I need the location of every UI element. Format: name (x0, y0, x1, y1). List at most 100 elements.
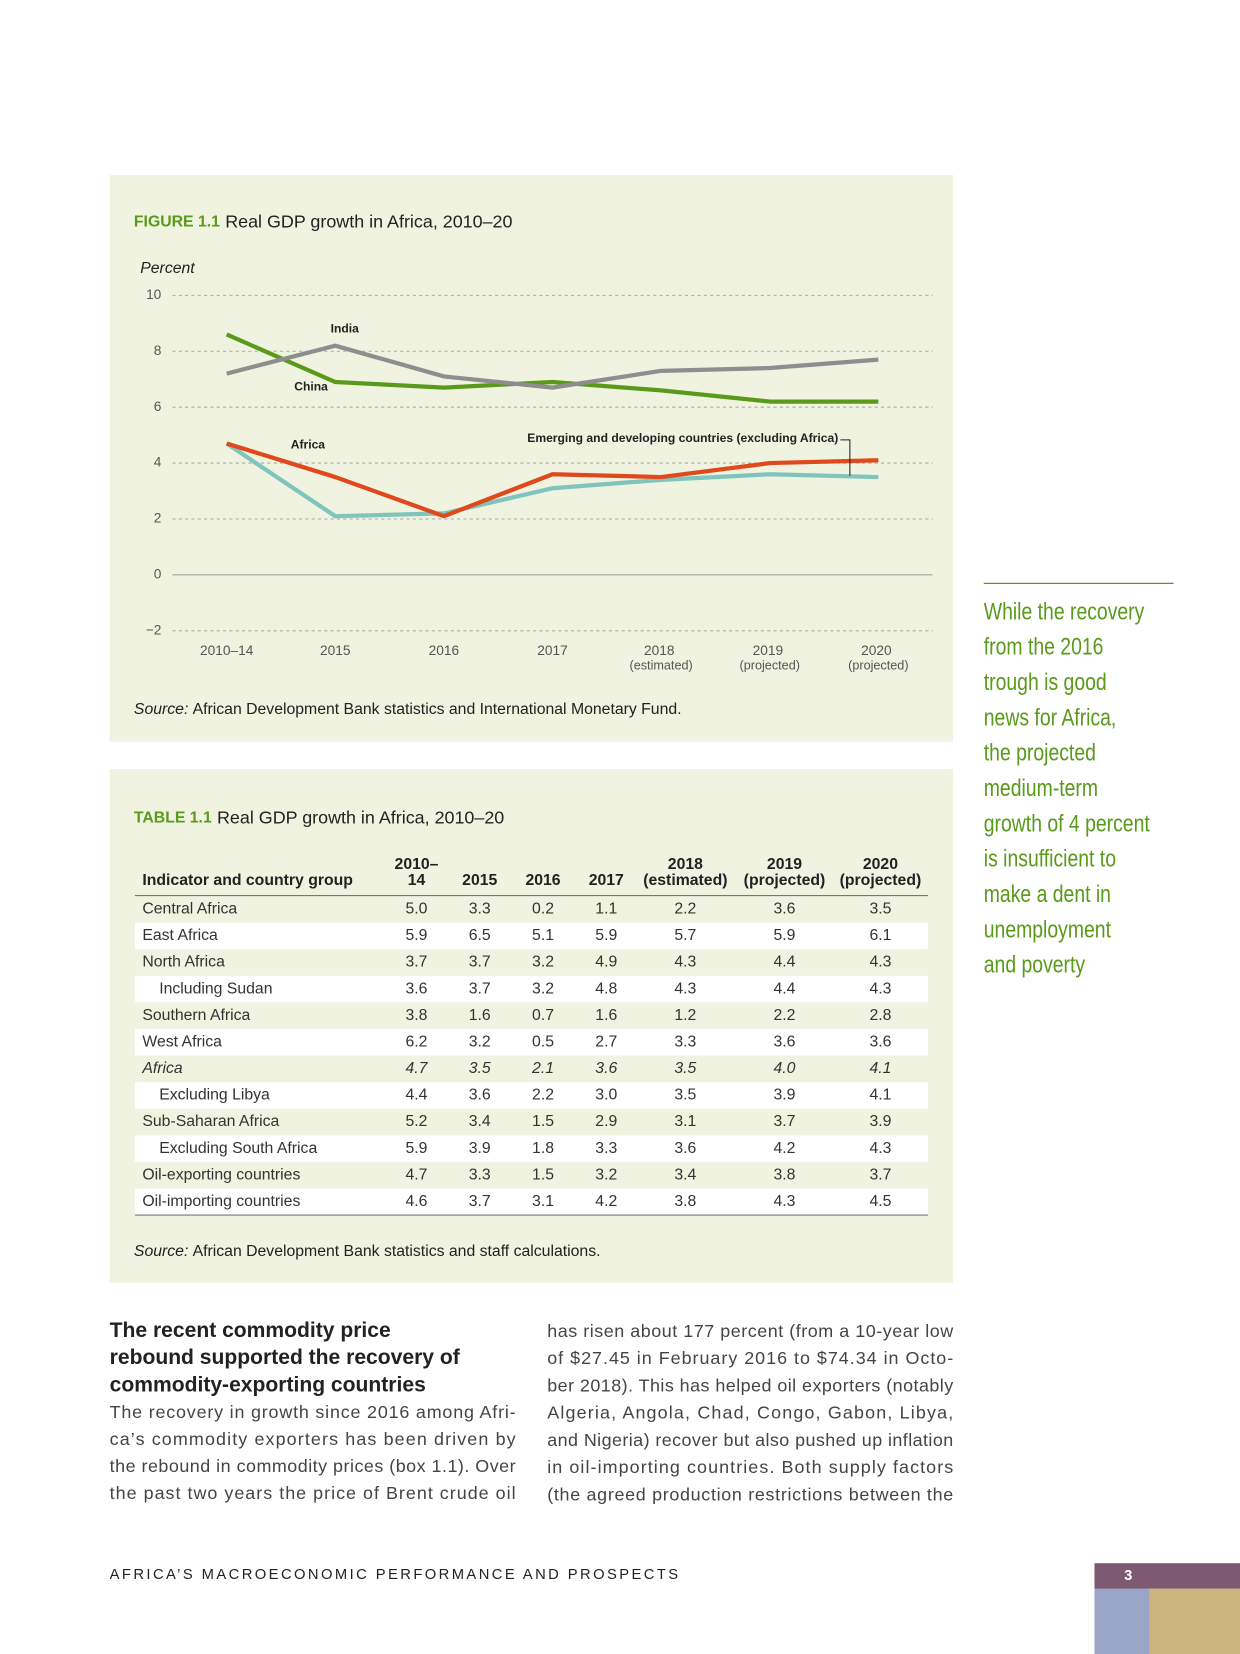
section-heading: rebound supported the recovery of (110, 1346, 461, 1369)
figure-source: Source: African Development Bank statisti… (134, 701, 682, 718)
body-line: of $27.45 in February 2016 to $74.34 in … (547, 1348, 953, 1368)
table-cell: 4.9 (595, 954, 617, 971)
table-cell: 3.5 (674, 1087, 696, 1104)
table-cell: 4.2 (774, 1140, 796, 1157)
table-cell: 3.2 (532, 980, 554, 997)
column-header: (estimated) (643, 872, 727, 889)
table-cell: 2.2 (774, 1007, 796, 1024)
x-tick-label: 2010–14 (200, 642, 254, 657)
table-cell: 1.5 (532, 1113, 554, 1130)
table-cell: 5.9 (595, 927, 617, 944)
series-label: China (294, 379, 328, 393)
row-label: West Africa (142, 1033, 222, 1050)
column-header: 2019 (767, 856, 802, 873)
series-label: Africa (291, 437, 326, 451)
table-cell: 3.1 (532, 1193, 554, 1210)
column-header: 2017 (589, 872, 624, 889)
row-band (134, 975, 928, 1003)
x-tick-line: (projected) (740, 659, 800, 673)
quote-line: While the recovery (984, 597, 1145, 625)
body-line: in oil-importing countries. Both supply … (547, 1457, 953, 1477)
series-label: Emerging and developing countries (exclu… (527, 431, 838, 445)
table-cell: 4.3 (774, 1193, 796, 1210)
table-cell: 3.4 (469, 1113, 491, 1130)
table-cell: 3.0 (595, 1087, 617, 1104)
running-title: AFRICA’S MACROECONOMIC PERFORMANCE AND P… (110, 1567, 681, 1583)
page-tab-strip (1094, 1563, 1240, 1589)
table-cell: 3.8 (406, 1007, 428, 1024)
table-cell: 5.0 (406, 901, 428, 918)
table-cell: 1.2 (674, 1007, 696, 1024)
quote-line: trough is good (984, 668, 1107, 696)
table-cell: 3.9 (469, 1140, 491, 1157)
table-cell: 3.6 (674, 1140, 696, 1157)
table-cell: 3.2 (532, 954, 554, 971)
body-line: Algeria, Angola, Chad, Congo, Gabon, Lib… (547, 1403, 953, 1423)
row-label: Sub-Saharan Africa (142, 1113, 279, 1130)
table-cell: 4.0 (774, 1060, 796, 1077)
y-tick-label: 8 (154, 343, 162, 358)
x-tick-label: 2020 (projected) (848, 642, 908, 673)
table-cell: 3.3 (469, 901, 491, 918)
body-line: has risen about 177 percent (from a 10-y… (547, 1321, 953, 1341)
table-cell: 4.1 (869, 1060, 891, 1077)
table-cell: 2.7 (595, 1033, 617, 1050)
table-cell: 0.5 (532, 1033, 554, 1050)
table-title: Real GDP growth in Africa, 2010–20 (217, 807, 504, 827)
table-cell: 4.5 (869, 1193, 891, 1210)
source-text: African Development Bank statistics and … (193, 701, 682, 718)
body-line: (the agreed production restrictions betw… (547, 1484, 953, 1504)
row-band (134, 922, 928, 950)
series-line (225, 332, 879, 404)
row-band (134, 1135, 928, 1162)
table-cell: 1.5 (532, 1166, 554, 1183)
table-cell: 3.3 (469, 1166, 491, 1183)
table-cell: 6.2 (406, 1033, 428, 1050)
y-tick-label: 6 (154, 399, 162, 414)
table-cell: 5.1 (532, 927, 554, 944)
column-header: 14 (408, 872, 426, 889)
table-cell: 3.7 (469, 954, 491, 971)
column-header: 2020 (863, 856, 898, 873)
row-label: Africa (141, 1060, 183, 1077)
section-heading: commodity-exporting countries (110, 1374, 426, 1397)
table-cell: 5.7 (674, 927, 696, 944)
table-cell: 3.9 (869, 1113, 891, 1130)
column-header: (projected) (840, 872, 922, 889)
table-cell: 3.5 (469, 1060, 491, 1077)
body-line: ber 2018). This has helped oil exporters… (547, 1375, 953, 1395)
row-label: North Africa (142, 954, 225, 971)
table-cell: 4.1 (869, 1087, 891, 1104)
table-cell: 2.2 (674, 901, 696, 918)
quote-line: medium-term (984, 774, 1098, 802)
column-header: 2016 (525, 872, 560, 889)
table-cell: 4.7 (406, 1166, 428, 1183)
body-line: ca’s commodity exporters has been driven… (110, 1429, 516, 1449)
column-header: 2018 (668, 856, 703, 873)
row-band (134, 1188, 928, 1216)
table-cell: 4.3 (674, 980, 696, 997)
table-cell: 0.2 (532, 901, 554, 918)
quote-line: news for Africa, (984, 703, 1117, 731)
source-prefix: Source: (134, 1243, 188, 1260)
quote-line: the projected (984, 739, 1096, 767)
table-cell: 4.4 (774, 954, 796, 971)
table-cell: 4.4 (406, 1087, 428, 1104)
y-axis-label: Percent (140, 260, 195, 277)
quote-line: from the 2016 (984, 633, 1104, 661)
body-line: the rebound in commodity prices (box 1.1… (110, 1456, 516, 1476)
page-number: 3 (1124, 1568, 1132, 1584)
body-line: The recovery in growth since 2016 among … (110, 1402, 516, 1422)
y-tick-label: 0 (154, 567, 162, 582)
table-cell: 2.2 (532, 1087, 554, 1104)
table-label: TABLE 1.1 (134, 810, 212, 827)
row-label: Excluding Libya (159, 1087, 270, 1104)
table-cell: 3.8 (774, 1166, 796, 1183)
table-source: Source: African Development Bank statisti… (134, 1243, 601, 1260)
quote-line: make a dent in (984, 880, 1111, 908)
row-label: Oil-importing countries (142, 1193, 300, 1210)
y-tick-label: 4 (154, 455, 162, 470)
table-cell: 4.2 (595, 1193, 617, 1210)
table-cell: 1.8 (532, 1140, 554, 1157)
